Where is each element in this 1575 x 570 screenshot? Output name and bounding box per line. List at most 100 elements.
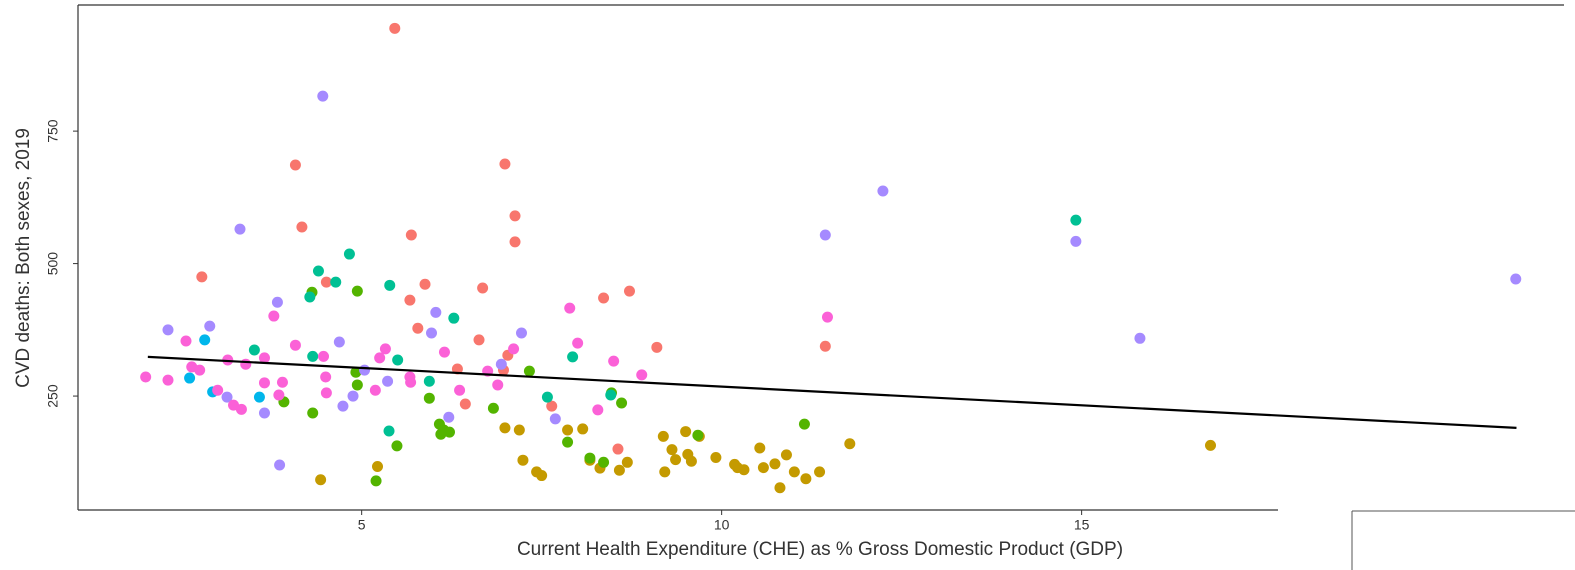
point <box>253 391 265 403</box>
point <box>499 422 511 434</box>
point <box>754 442 766 454</box>
point <box>359 364 371 376</box>
point <box>307 407 319 419</box>
point <box>592 404 604 416</box>
point <box>240 358 252 370</box>
point <box>1070 235 1082 247</box>
point <box>685 455 697 467</box>
point <box>670 454 682 466</box>
point <box>1204 439 1216 451</box>
point <box>657 430 669 442</box>
point <box>315 474 327 486</box>
point <box>508 343 520 355</box>
point <box>274 459 286 471</box>
point <box>235 403 247 415</box>
point <box>423 375 435 387</box>
point <box>258 352 270 364</box>
point <box>448 312 460 324</box>
point <box>1510 273 1522 285</box>
point <box>350 366 362 378</box>
point <box>212 384 224 396</box>
point <box>351 379 363 391</box>
point <box>546 400 558 412</box>
point <box>605 389 617 401</box>
point <box>184 372 196 384</box>
point <box>369 384 381 396</box>
point <box>196 271 208 283</box>
point <box>382 375 394 387</box>
point <box>444 426 455 438</box>
point <box>577 423 589 435</box>
point <box>372 461 384 473</box>
point <box>459 398 471 410</box>
x-tick-label: 15 <box>1074 517 1090 533</box>
point <box>430 306 442 318</box>
point <box>392 354 404 366</box>
point <box>438 346 450 358</box>
point <box>443 411 455 423</box>
x-tick-label: 10 <box>714 517 730 533</box>
point <box>337 400 349 412</box>
point <box>391 440 403 452</box>
point <box>769 458 781 470</box>
point <box>276 376 288 388</box>
y-tick-label: 250 <box>45 384 61 408</box>
point <box>572 337 584 349</box>
point <box>204 320 216 332</box>
y-tick-label: 750 <box>45 119 61 143</box>
point <box>598 456 610 468</box>
point <box>162 374 174 386</box>
point <box>584 452 596 464</box>
point <box>798 418 810 430</box>
point <box>666 444 678 456</box>
point <box>426 327 438 339</box>
point <box>180 335 192 347</box>
point <box>320 371 332 383</box>
point <box>562 436 574 448</box>
point <box>877 185 889 197</box>
y-axis-title: CVD deaths: Both sexes, 2019 <box>13 128 34 388</box>
point <box>636 369 648 381</box>
point <box>435 428 447 440</box>
point <box>199 334 211 346</box>
point <box>788 466 800 478</box>
point <box>473 334 485 346</box>
x-tick-label: 5 <box>358 517 366 533</box>
point <box>312 265 324 277</box>
point <box>487 402 499 414</box>
point <box>318 350 330 362</box>
point <box>517 454 529 466</box>
point <box>536 470 548 482</box>
point <box>692 429 704 441</box>
point <box>738 464 750 476</box>
point <box>343 248 355 260</box>
point <box>774 482 786 494</box>
point <box>454 384 466 396</box>
point <box>289 339 301 351</box>
point <box>651 341 663 353</box>
overlay-panel <box>1352 511 1575 570</box>
point <box>523 365 535 377</box>
point <box>680 426 692 438</box>
point <box>499 158 511 170</box>
point <box>383 425 395 437</box>
point <box>564 302 576 314</box>
point <box>194 364 206 376</box>
point <box>271 296 283 308</box>
point <box>492 379 504 391</box>
point <box>248 344 260 356</box>
point <box>612 443 624 455</box>
point <box>307 350 319 362</box>
point <box>330 276 342 288</box>
point <box>289 159 301 171</box>
point <box>477 282 489 294</box>
point <box>419 278 431 290</box>
point <box>405 376 417 388</box>
point <box>509 210 521 222</box>
point <box>616 397 628 409</box>
point <box>659 466 671 478</box>
point <box>412 322 424 334</box>
point <box>780 449 792 461</box>
point <box>800 473 812 485</box>
point <box>515 327 527 339</box>
